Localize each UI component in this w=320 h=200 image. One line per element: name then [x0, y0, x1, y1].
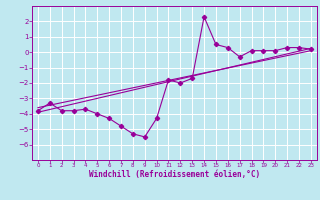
X-axis label: Windchill (Refroidissement éolien,°C): Windchill (Refroidissement éolien,°C): [89, 170, 260, 179]
